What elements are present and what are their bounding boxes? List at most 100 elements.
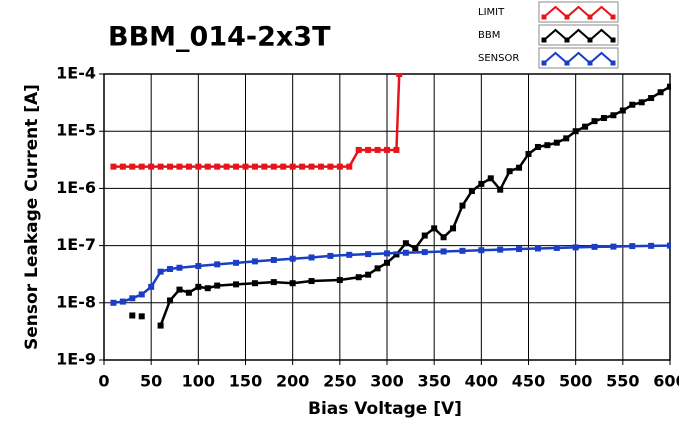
data-point (327, 252, 334, 259)
data-point (185, 163, 192, 170)
legend-marker (541, 14, 547, 20)
data-point (119, 163, 126, 170)
chart-title: BBM_014-2x3T (108, 22, 331, 53)
data-point (648, 95, 655, 102)
data-point (421, 249, 428, 256)
data-point (657, 89, 664, 96)
data-point (516, 164, 523, 171)
data-point (204, 163, 211, 170)
data-point (308, 254, 315, 261)
data-point (572, 244, 579, 251)
data-point (176, 163, 183, 170)
data-point (393, 146, 400, 153)
data-point (667, 83, 671, 90)
data-point (195, 283, 202, 290)
legend-marker (564, 14, 570, 20)
x-tick-label: 150 (229, 372, 262, 391)
data-point (516, 246, 523, 253)
data-point (629, 243, 636, 250)
data-point (138, 313, 145, 320)
data-point (261, 163, 268, 170)
legend-label: SENSOR (478, 53, 519, 64)
data-point (421, 232, 428, 239)
x-tick-label: 200 (276, 372, 309, 391)
data-point (119, 298, 126, 305)
data-point (402, 249, 409, 256)
data-point (355, 274, 362, 281)
data-point (185, 289, 192, 296)
legend-marker (587, 60, 593, 66)
data-point (176, 264, 183, 271)
data-point (667, 242, 671, 249)
data-point (110, 163, 117, 170)
data-point (233, 281, 240, 288)
data-point (450, 225, 457, 232)
data-point (384, 259, 390, 266)
data-point (591, 118, 598, 125)
x-tick-label: 250 (323, 372, 356, 391)
data-point (374, 265, 381, 272)
data-point (563, 135, 570, 142)
data-point (525, 150, 532, 157)
data-point (497, 186, 504, 193)
series-line (113, 244, 671, 305)
data-point (393, 251, 400, 258)
x-tick-label: 300 (370, 372, 403, 391)
data-point (591, 243, 598, 250)
data-point (270, 279, 277, 286)
data-point (138, 291, 145, 298)
data-point (534, 143, 541, 150)
data-point (223, 163, 230, 170)
x-tick-label: 50 (140, 372, 162, 391)
data-point (355, 146, 362, 153)
data-point (487, 175, 494, 182)
data-point (280, 163, 287, 170)
data-point (384, 146, 390, 153)
x-tick-label: 0 (98, 372, 109, 391)
data-point (157, 322, 164, 329)
data-point (195, 262, 202, 269)
data-point (327, 163, 334, 170)
y-tick-label: 1E-4 (56, 64, 96, 83)
data-point (176, 286, 183, 293)
y-tick-label: 1E-8 (56, 292, 96, 311)
data-point (129, 295, 136, 302)
x-tick-label: 350 (417, 372, 450, 391)
data-point (129, 312, 136, 319)
data-point (148, 283, 155, 290)
legend-marker (587, 37, 593, 43)
legend-marker (610, 14, 616, 20)
data-point (506, 168, 513, 175)
data-point (459, 202, 466, 209)
data-point (214, 282, 221, 289)
x-tick-label: 450 (512, 372, 545, 391)
y-tick-label: 1E-5 (56, 121, 96, 140)
x-tick-label: 100 (182, 372, 215, 391)
data-point (440, 248, 447, 255)
data-point (242, 163, 249, 170)
data-point (374, 146, 381, 153)
data-point (299, 163, 306, 170)
data-point (270, 257, 277, 264)
data-point (648, 242, 655, 249)
data-point (204, 285, 211, 292)
y-axis-label: Sensor Leakage Current [A] (22, 84, 42, 350)
data-point (402, 240, 409, 247)
legend-swatch-box (538, 24, 619, 46)
data-point (638, 99, 645, 106)
data-point (233, 259, 240, 266)
data-point (629, 101, 636, 108)
data-point (233, 163, 240, 170)
data-point (157, 163, 164, 170)
data-point (497, 246, 504, 253)
y-tick-label: 1E-7 (56, 235, 96, 254)
data-point (610, 112, 617, 119)
x-axis-label: Bias Voltage [V] (308, 399, 462, 419)
data-point (148, 163, 155, 170)
y-tick-label: 1E-9 (56, 350, 96, 369)
data-point (544, 142, 551, 149)
data-point (138, 163, 145, 170)
data-point (553, 244, 560, 251)
legend-swatch (543, 5, 614, 19)
